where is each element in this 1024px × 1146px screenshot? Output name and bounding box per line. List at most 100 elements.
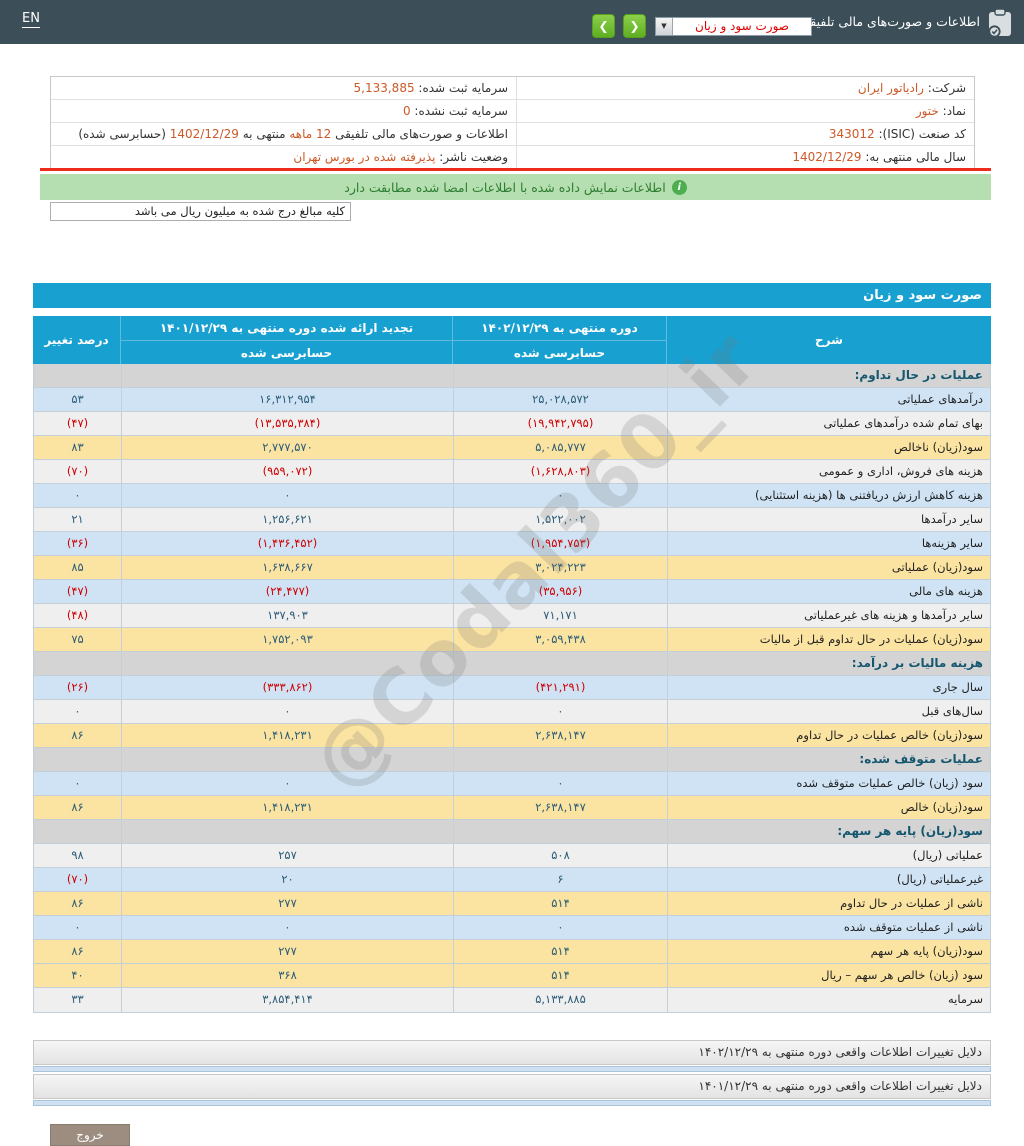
- cell-current-period-value: (۳۵,۹۵۶): [454, 580, 668, 603]
- cell-prior-period-value: (۳۳۳,۸۶۲): [122, 676, 454, 699]
- cell-prior-period-value: ۰: [122, 700, 454, 723]
- row-label: غیرعملیاتی (ریال): [896, 872, 983, 886]
- cell-current-period-value: ۲,۶۳۸,۱۴۷: [454, 724, 668, 747]
- cell-current-period-value: ۱,۵۲۲,۰۰۲: [454, 508, 668, 531]
- cell-change-percent: [34, 748, 122, 771]
- chevron-right-icon: ❯: [629, 19, 640, 33]
- numeric-value: ۵۳: [71, 392, 84, 406]
- numeric-value: ۰: [284, 776, 291, 790]
- cell-current-period-value: ۵۱۴: [454, 940, 668, 963]
- company-info-table: سرمایه ثبت شده: 5,133,885 شرکت: رادیاتور …: [50, 76, 975, 170]
- info-icon: i: [671, 179, 687, 195]
- language-toggle-en[interactable]: EN: [22, 11, 40, 28]
- row-label: عملیاتی (ریال): [912, 848, 983, 862]
- info-cell-right: نماد: ختور: [516, 100, 974, 122]
- numeric-value: (۱۹,۹۴۲,۷۹۵): [527, 416, 594, 430]
- info-cell-right: سال مالی منتهی به: 1402/12/29: [516, 146, 974, 169]
- numeric-value: ۰: [557, 920, 564, 934]
- section-row: عملیات در حال تداوم:: [34, 364, 990, 388]
- section-row: سود(زیان) پایه هر سهم:: [34, 820, 990, 844]
- numeric-value: ۸۳: [71, 440, 84, 454]
- numeric-value: (۴۸): [66, 608, 89, 622]
- cell-current-period-value: [454, 820, 668, 843]
- company-info-row: سرمایه ثبت شده: 5,133,885 شرکت: رادیاتور …: [51, 77, 974, 100]
- numeric-value: (۳۳۳,۸۶۲): [262, 680, 313, 694]
- numeric-value: ۲۱: [71, 512, 84, 526]
- cell-current-period-value: (۴۲۱,۲۹۱): [454, 676, 668, 699]
- cell-current-period-value: ۷۱,۱۷۱: [454, 604, 668, 627]
- numeric-value: (۹۵۹,۰۷۲): [262, 464, 313, 478]
- numeric-value: ۳,۸۵۴,۴۱۴: [262, 992, 313, 1006]
- table-row: ۸۶ ۱,۴۱۸,۲۳۱ ۲,۶۳۸,۱۴۷ سود(زیان) خالص عملیا…: [34, 724, 990, 748]
- cell-prior-period-value: ۳,۸۵۴,۴۱۴: [122, 988, 454, 1012]
- row-label: هزینه کاهش ارزش دریافتنی ها (هزینه استثن…: [755, 488, 983, 502]
- cell-prior-period-value: [122, 820, 454, 843]
- numeric-value: ۸۶: [71, 944, 84, 958]
- numeric-value: ۸۵: [71, 560, 84, 574]
- info-label: وضعیت ناشر:: [435, 150, 508, 164]
- numeric-value: ۱,۴۱۸,۲۳۱: [262, 800, 313, 814]
- table-row: ۴۰ ۳۶۸ ۵۱۴ سود (زیان) خالص هر سهم – ریال: [34, 964, 990, 988]
- numeric-value: (۱,۶۲۸,۸۰۳): [530, 464, 591, 478]
- statement-select[interactable]: ▼ صورت سود و زیان: [655, 17, 812, 36]
- accordion-change-reasons-1402[interactable]: دلایل تغییرات اطلاعات واقعی دوره منتهی ب…: [33, 1040, 991, 1065]
- cell-prior-period-value: ۰: [122, 916, 454, 939]
- cell-current-period-value: ۰: [454, 916, 668, 939]
- table-row: ۰ ۰ ۰ سود (زیان) خالص عملیات متوقف شده: [34, 772, 990, 796]
- cell-current-period-value: ۰: [454, 700, 668, 723]
- numeric-value: ۵,۱۳۳,۸۸۵: [535, 992, 586, 1006]
- cell-prior-period-value: ۱۳۷,۹۰۳: [122, 604, 454, 627]
- row-label: سال جاری: [932, 680, 983, 694]
- numeric-value: (۳۵,۹۵۶): [538, 584, 583, 598]
- chevron-down-icon[interactable]: ▼: [656, 18, 673, 35]
- numeric-value: ۴۰: [71, 968, 84, 982]
- numeric-value: ۰: [557, 776, 564, 790]
- numeric-value: (۷۰): [66, 872, 89, 886]
- exit-button[interactable]: خروج: [50, 1124, 130, 1146]
- cell-current-period-value: ۶: [454, 868, 668, 891]
- numeric-value: ۷۱,۱۷۱: [543, 608, 578, 622]
- cell-change-percent: ۰: [34, 916, 122, 939]
- numeric-value: (۳۶): [66, 536, 89, 550]
- table-row: ۷۵ ۱,۷۵۲,۰۹۳ ۳,۰۵۹,۴۳۸ سود(زیان) عملیات در …: [34, 628, 990, 652]
- previous-statement-button[interactable]: ❮: [592, 14, 615, 38]
- cell-change-percent: (۴۷): [34, 412, 122, 435]
- numeric-value: ۰: [74, 704, 81, 718]
- table-header: درصد تغییر تجدید ارائه شده دوره منتهی به…: [33, 316, 991, 364]
- row-label: سایر هزینه‌ها: [921, 536, 983, 550]
- cell-change-percent: ۸۶: [34, 892, 122, 915]
- row-label: سایر درآمدها: [921, 512, 983, 526]
- numeric-value: (۲۴,۴۷۷): [265, 584, 310, 598]
- column-header-restated-label: تجدید ارائه شده دوره منتهی به ۱۴۰۱/۱۲/۲۹: [159, 321, 414, 335]
- numeric-value: ۳,۰۲۴,۲۲۳: [535, 560, 586, 574]
- next-statement-button[interactable]: ❯: [623, 14, 646, 38]
- row-label: هزینه های مالی: [909, 584, 983, 598]
- numeric-value: (۱,۹۵۴,۷۵۳): [530, 536, 591, 550]
- numeric-value: (۲۶): [66, 680, 89, 694]
- info-value: 5,133,885: [353, 81, 415, 95]
- section-label: سود(زیان) پایه هر سهم:: [837, 824, 983, 838]
- numeric-value: ۳,۰۵۹,۴۳۸: [535, 632, 586, 646]
- numeric-value: ۸۶: [71, 896, 84, 910]
- table-row: (۴۷) (۲۴,۴۷۷) (۳۵,۹۵۶) هزینه های مالی: [34, 580, 990, 604]
- cell-prior-period-value: ۲۷۷: [122, 940, 454, 963]
- banner-text: اطلاعات نمایش داده شده با اطلاعات امضا ش…: [344, 179, 666, 195]
- cell-current-period-value: ۲,۶۳۸,۱۴۷: [454, 796, 668, 819]
- statement-title-bar: صورت سود و زیان: [33, 283, 991, 308]
- cell-current-period-value: ۵۱۴: [454, 964, 668, 987]
- numeric-value: ۵۱۴: [551, 896, 570, 910]
- cell-prior-period-value: ۳۶۸: [122, 964, 454, 987]
- numeric-value: ۱,۴۱۸,۲۳۱: [262, 728, 313, 742]
- accordion-change-reasons-1401[interactable]: دلایل تغییرات اطلاعات واقعی دوره منتهی ب…: [33, 1074, 991, 1099]
- table-row: ۳۳ ۳,۸۵۴,۴۱۴ ۵,۱۳۳,۸۸۵ سرمایه: [34, 988, 990, 1012]
- cell-prior-period-value: ۱,۶۳۸,۶۶۷: [122, 556, 454, 579]
- statement-select-value: صورت سود و زیان: [695, 19, 789, 33]
- row-label: سایر درآمدها و هزینه های غیرعملیاتی: [804, 608, 983, 622]
- page-title: اطلاعات و صورت‌های مالی تلفیقی: [799, 14, 980, 29]
- cell-prior-period-value: [122, 652, 454, 675]
- numeric-value: (۴۷): [66, 416, 89, 430]
- cell-change-percent: ۵۳: [34, 388, 122, 411]
- table-row: (۴۸) ۱۳۷,۹۰۳ ۷۱,۱۷۱ سایر درآمدها و هزینه ها…: [34, 604, 990, 628]
- section-row: هزینه مالیات بر درآمد:: [34, 652, 990, 676]
- cell-change-percent: ۸۳: [34, 436, 122, 459]
